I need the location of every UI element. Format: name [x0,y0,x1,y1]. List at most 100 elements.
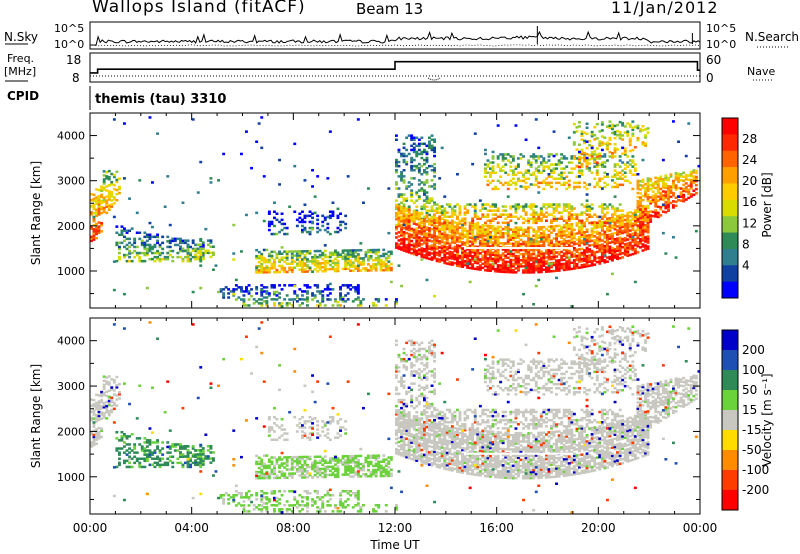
power-cell [608,241,612,244]
power-cell [542,242,546,245]
velocity-cell [138,463,142,467]
power-cell [481,256,485,259]
power-cell [115,241,119,245]
power-cell [196,247,200,250]
velocity-cell [204,457,208,460]
power-cell [118,191,121,195]
power-cell [395,246,398,249]
power-cell [242,300,246,303]
power-cell [130,259,134,263]
power-cell [572,240,576,244]
power-cell [318,290,322,293]
velocity-cell [201,461,205,465]
power-cell [100,201,104,205]
power-cell [179,249,182,253]
velocity-cell [102,404,106,407]
power-cell [351,300,355,303]
power-cell [273,298,276,301]
power-cell [667,201,670,204]
velocity-cell [245,494,248,497]
power-cell [661,190,665,193]
power-cell [443,245,447,248]
velocity-cell [135,459,139,463]
power-cell [562,240,566,243]
power-cell [318,249,322,253]
power-cell [633,146,637,149]
velocity-cell [242,496,246,499]
power-cell [473,249,477,252]
power-cell [425,242,429,246]
power-cell [491,225,495,228]
velocity-cell [262,492,266,495]
power-cell [539,262,543,266]
power-cell [608,247,612,250]
power-cell [326,298,330,301]
power-cell [646,187,650,190]
power-cell [428,199,431,202]
power-cell [95,230,98,234]
velocity-cell [273,490,276,493]
power-cell [534,244,538,248]
power-cell [323,255,327,259]
power-cell [519,171,523,174]
power-cell [522,228,525,232]
power-cell [565,250,569,253]
power-cell [494,243,497,247]
power-cell [689,183,693,186]
power-cell [420,230,424,234]
power-cell [486,267,490,270]
power-cell [400,232,403,235]
power-cell [532,267,536,270]
velocity-cell [260,468,264,472]
power-cell [501,159,505,162]
power-cell [692,193,696,197]
power-cell [580,152,584,156]
power-cell [585,187,589,191]
power-cell [450,213,454,216]
power-cell [600,148,604,152]
power-cell [473,203,477,206]
power-cell [633,209,637,212]
velocity-cell [260,498,264,501]
power-cell [552,163,556,166]
power-cell [616,253,619,257]
power-cell [425,238,429,242]
power-cell [461,231,464,234]
velocity-cell [260,460,264,464]
power-cell [499,266,503,269]
power-cell [623,167,627,170]
power-cell [112,187,116,191]
power-cell [295,254,299,257]
power-cell [504,270,508,274]
power-cell [267,222,271,226]
velocity-cell [186,459,190,462]
power-cell [384,252,388,256]
velocity-cell [321,496,325,499]
power-cell [433,146,436,150]
power-cell [608,150,612,154]
power-cell [473,207,477,210]
power-cell [547,203,551,206]
power-cell [494,217,497,220]
power-cell [580,231,584,234]
power-cell [572,228,576,232]
power-cell [567,251,571,255]
power-cell [448,246,452,250]
power-cell [118,247,121,251]
power-cell [506,256,510,260]
power-cell [191,249,195,252]
power-cell [123,255,126,259]
power-cell [618,242,622,246]
power-cell [626,246,630,249]
power-cell [367,248,370,252]
power-cell [298,262,302,265]
power-cell [478,252,482,255]
power-cell [583,151,586,155]
power-cell [583,141,586,145]
power-cell [545,262,548,265]
power-cell [547,262,551,265]
power-cell [580,227,584,230]
power-cell [527,171,531,174]
power-cell [636,232,640,236]
power-cell [456,223,459,227]
